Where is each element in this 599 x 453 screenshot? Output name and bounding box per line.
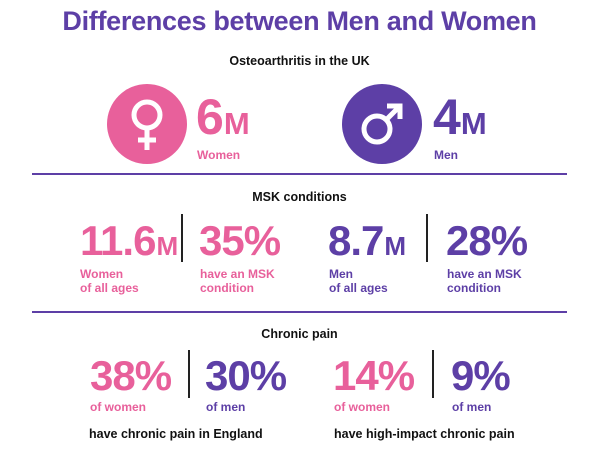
- msk-men-percent: 28%: [446, 217, 528, 264]
- male-symbol-icon: [342, 84, 422, 164]
- female-symbol-icon: [107, 84, 187, 164]
- msk-women-percent-label: have an MSK condition: [200, 267, 275, 295]
- msk-women-percent: 35%: [199, 217, 281, 264]
- msk-men-percent-label: have an MSK condition: [447, 267, 522, 295]
- pain-england-men-value: 30%: [205, 352, 287, 399]
- pain-england-women-value: 38%: [90, 352, 172, 399]
- divider: [188, 350, 190, 398]
- pain-high-women-label: of women: [334, 400, 390, 414]
- divider: [181, 214, 183, 262]
- msk-women-count-label: Women of all ages: [80, 267, 139, 295]
- divider: [432, 350, 434, 398]
- page-title: Differences between Men and Women: [62, 6, 537, 36]
- msk-women-count: 11.6M: [80, 217, 179, 264]
- msk-men-count-label: Men of all ages: [329, 267, 388, 295]
- msk-men-count: 8.7M: [328, 217, 407, 264]
- divider: [426, 214, 428, 262]
- divider: [32, 311, 567, 313]
- pain-high-caption: have high-impact chronic pain: [334, 427, 515, 441]
- osteo-men-value: 4M: [433, 89, 487, 145]
- pain-england-women-label: of women: [90, 400, 146, 414]
- osteo-women-label: Women: [197, 148, 241, 162]
- pain-high-men-value: 9%: [451, 352, 511, 399]
- pain-heading: Chronic pain: [261, 327, 338, 341]
- osteo-men-label: Men: [434, 148, 458, 162]
- pain-england-caption: have chronic pain in England: [89, 427, 263, 441]
- divider: [32, 173, 567, 175]
- msk-heading: MSK conditions: [252, 190, 347, 204]
- pain-england-men-label: of men: [206, 400, 246, 414]
- pain-high-women-value: 14%: [333, 352, 415, 399]
- osteo-heading: Osteoarthritis in the UK: [229, 54, 370, 68]
- osteo-women-value: 6M: [196, 89, 250, 145]
- pain-high-men-label: of men: [452, 400, 492, 414]
